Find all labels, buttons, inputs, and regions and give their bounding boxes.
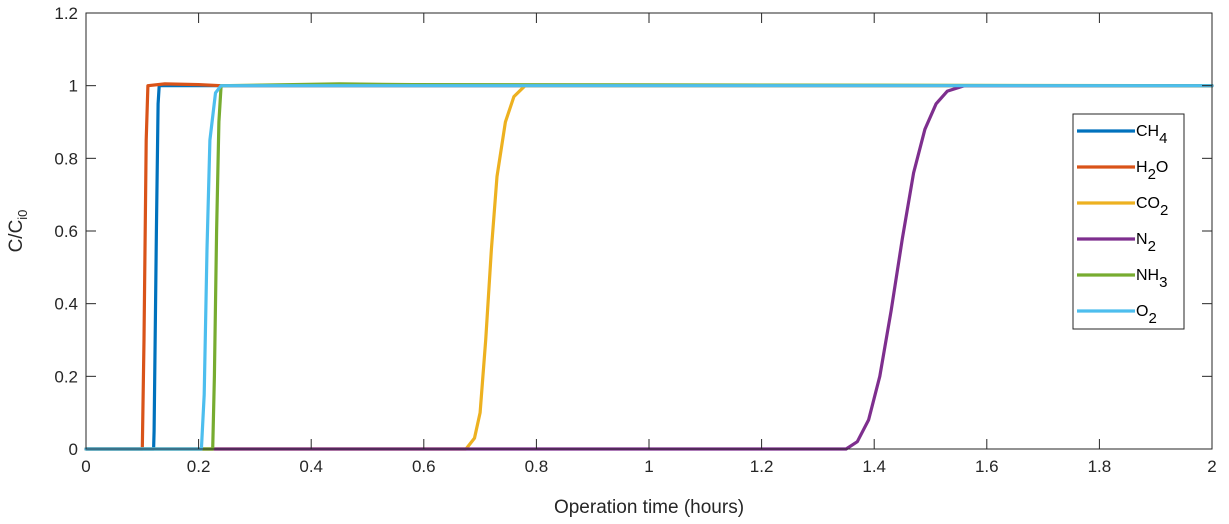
y-axis-label: C/Ci0 [6, 210, 30, 253]
x-axis-ticks: 0 0.2 0.4 0.6 0.8 1 1.2 1.4 1.6 1.8 2 [81, 13, 1217, 476]
plot-lines [84, 82, 1214, 451]
legend-label-sub: 2 [1160, 202, 1168, 219]
legend-label-sub: 2 [1148, 166, 1156, 183]
legend-label-base: O [1136, 303, 1148, 320]
y-tick-label: 0.8 [54, 149, 78, 168]
legend-label-sub: 2 [1148, 310, 1156, 327]
series-line-n2 [84, 84, 1214, 451]
x-tick-label: 0.2 [187, 457, 211, 476]
legend-label-base: NH [1136, 267, 1159, 284]
legend-label-sub: 3 [1159, 274, 1167, 291]
legend-label-base: H [1136, 159, 1148, 176]
legend-label-sub: 2 [1148, 238, 1156, 255]
legend-label-o2: O2 [1136, 303, 1157, 327]
x-tick-label: 1 [644, 457, 653, 476]
x-tick-label: 1.2 [750, 457, 774, 476]
legend-label-ch4: CH4 [1136, 123, 1167, 147]
x-tick-label: 1.4 [862, 457, 886, 476]
x-tick-label: 0 [81, 457, 90, 476]
y-axis-label-sub: i0 [15, 210, 30, 220]
x-axis-label: Operation time (hours) [554, 497, 744, 518]
legend-label-post: O [1156, 159, 1168, 176]
x-tick-label: 1.8 [1088, 457, 1112, 476]
y-tick-label: 1.2 [54, 4, 78, 23]
y-tick-label: 0.4 [54, 295, 78, 314]
legend-label-n2: N2 [1136, 231, 1156, 255]
legend-label-h2o: H2O [1136, 159, 1168, 183]
y-axis-ticks: 0 0.2 0.4 0.6 0.8 1 1.2 [54, 4, 1212, 459]
legend-label-co2: CO2 [1136, 195, 1168, 219]
x-tick-label: 0.8 [525, 457, 549, 476]
y-tick-label: 0 [69, 440, 78, 459]
x-tick-label: 0.6 [412, 457, 436, 476]
legend-label-base: CO [1136, 195, 1160, 212]
series-line-co2 [84, 84, 1214, 451]
y-axis-label-base: C/C [6, 220, 27, 253]
y-tick-label: 0.6 [54, 222, 78, 241]
series-line-o2 [84, 84, 1214, 451]
series-line-h2o [84, 82, 1214, 451]
x-tick-label: 1.6 [975, 457, 999, 476]
legend-label-base: N [1136, 231, 1148, 248]
legend-box [1072, 113, 1185, 330]
legend-label-nh3: NH3 [1136, 267, 1167, 291]
x-tick-label: 0.4 [299, 457, 323, 476]
legend-label-base: CH [1136, 123, 1159, 140]
y-tick-label: 0.2 [54, 367, 78, 386]
legend-label-sub: 4 [1159, 130, 1167, 147]
x-tick-label: 2 [1207, 457, 1216, 476]
y-tick-label: 1 [69, 77, 78, 96]
